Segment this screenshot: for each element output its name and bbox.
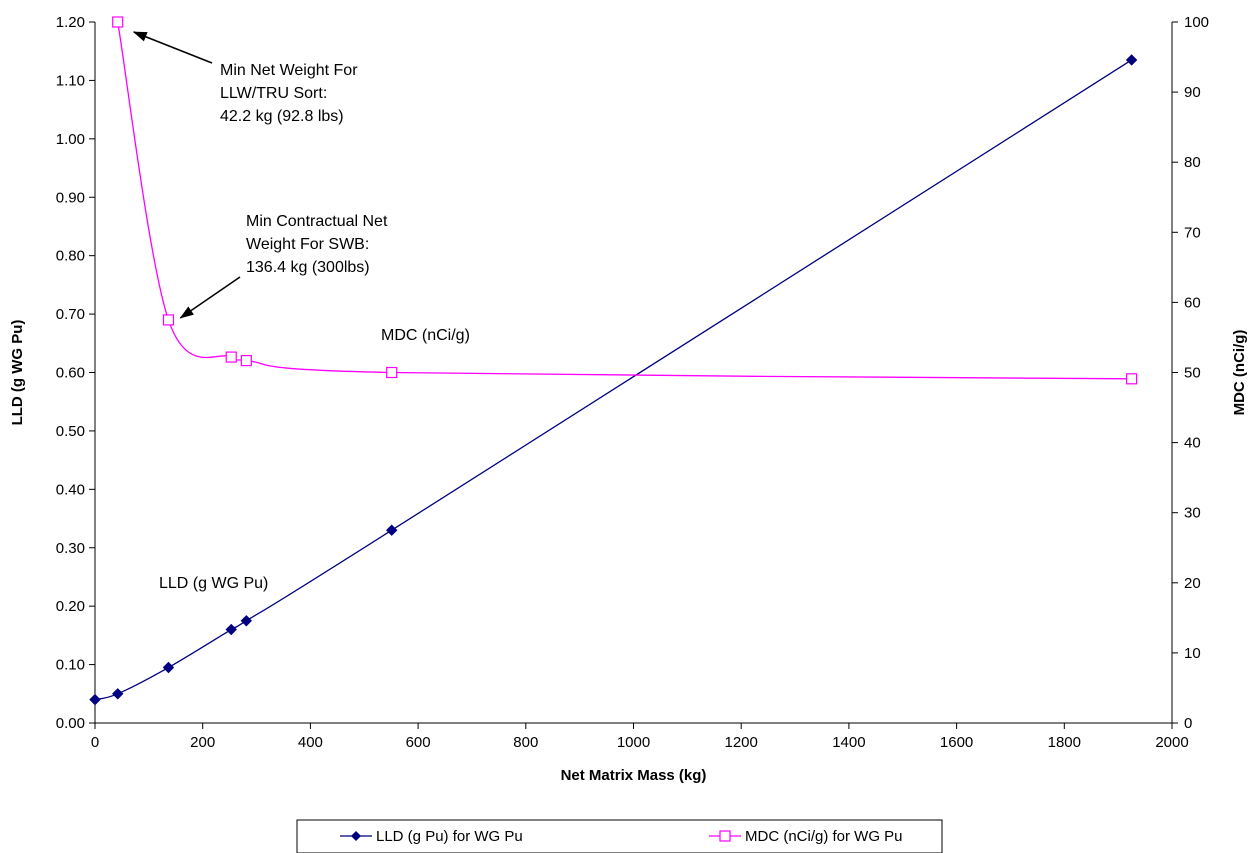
mdc-data-point xyxy=(240,354,252,367)
y-left-tick-label: 0.90 xyxy=(56,189,85,206)
lld-data-point xyxy=(386,524,398,536)
lld-data-point xyxy=(112,688,124,700)
x-axis-title: Net Matrix Mass (kg) xyxy=(561,767,707,784)
annotation-swb-arrow xyxy=(179,276,241,319)
mdc-data-point xyxy=(112,16,124,28)
y-left-tick-label: 0.40 xyxy=(56,481,85,498)
legend-label-lld: LLD (g Pu) for WG Pu xyxy=(376,828,523,845)
x-tick-label: 2000 xyxy=(1155,734,1188,751)
x-tick-label: 1800 xyxy=(1048,734,1081,751)
y-left-tick-label: 0.00 xyxy=(56,715,85,732)
y-left-tick-label: 0.10 xyxy=(56,657,85,674)
annotation-mdc-series-label: MDC (nCi/g) xyxy=(381,327,470,344)
annotation-lld-series-label: LLD (g WG Pu) xyxy=(159,575,268,592)
y-right-tick-label: 50 xyxy=(1184,365,1201,382)
annotation-swb-text: Weight For SWB: xyxy=(246,236,369,253)
annotation-llw-tru-text: 42.2 kg (92.8 lbs) xyxy=(220,108,344,125)
x-tick-label: 0 xyxy=(91,734,99,751)
lld-data-point xyxy=(1125,54,1138,66)
y-left-axis-title: LLD (g WG Pu) xyxy=(9,320,26,426)
legend-label-mdc: MDC (nCi/g) for WG Pu xyxy=(745,828,903,845)
annotation-llw-tru-text: Min Net Weight For xyxy=(220,62,358,79)
y-left-tick-label: 0.20 xyxy=(56,598,85,615)
y-right-tick-label: 100 xyxy=(1184,14,1209,31)
mdc-data-point xyxy=(386,366,398,379)
x-tick-label: 200 xyxy=(190,734,215,751)
x-tick-label: 400 xyxy=(298,734,323,751)
mdc-data-point xyxy=(1126,373,1138,385)
y-left-tick-label: 0.30 xyxy=(56,540,85,557)
x-tick-label: 1000 xyxy=(617,734,650,751)
legend-box xyxy=(296,819,943,853)
y-left-tick-label: 1.20 xyxy=(56,14,85,31)
x-tick-label: 1400 xyxy=(832,734,865,751)
annotation-llw-tru-text: LLW/TRU Sort: xyxy=(220,85,327,102)
y-left-tick-label: 0.50 xyxy=(56,423,85,440)
y-right-tick-label: 30 xyxy=(1184,505,1201,522)
annotation-swb-text: 136.4 kg (300lbs) xyxy=(246,259,370,276)
y-right-tick-label: 40 xyxy=(1184,435,1201,452)
y-right-tick-label: 0 xyxy=(1184,715,1192,732)
y-right-tick-label: 10 xyxy=(1184,645,1201,662)
annotation-llw-tru-arrow xyxy=(132,31,213,64)
legend-swatch-marker-mdc xyxy=(719,830,731,842)
y-left-tick-label: 1.00 xyxy=(56,131,85,148)
mdc-data-point xyxy=(225,351,237,363)
y-right-tick-label: 90 xyxy=(1184,84,1201,101)
y-right-tick-label: 20 xyxy=(1184,575,1201,592)
x-tick-label: 600 xyxy=(406,734,431,751)
x-tick-label: 800 xyxy=(513,734,538,751)
mdc-data-point xyxy=(162,314,175,326)
annotation-swb-text: Min Contractual Net xyxy=(246,213,388,230)
series-line-1 xyxy=(94,59,1132,701)
lld-data-point xyxy=(89,693,101,706)
lld-data-point xyxy=(162,661,175,674)
y-right-tick-label: 70 xyxy=(1184,224,1201,241)
y-left-tick-label: 0.70 xyxy=(56,306,85,323)
lld-data-point xyxy=(225,623,237,636)
y-left-tick-label: 0.60 xyxy=(56,365,85,382)
legend-swatch-marker-lld xyxy=(351,831,361,841)
y-left-tick-label: 0.80 xyxy=(56,248,85,265)
y-right-tick-label: 80 xyxy=(1184,154,1201,171)
y-left-tick-label: 1.10 xyxy=(56,72,85,89)
y-right-tick-label: 60 xyxy=(1184,294,1201,311)
lld-data-point xyxy=(240,615,253,627)
y-right-axis-title: MDC (nCi/g) xyxy=(1231,330,1248,416)
x-tick-label: 1600 xyxy=(940,734,973,751)
x-tick-label: 1200 xyxy=(725,734,758,751)
